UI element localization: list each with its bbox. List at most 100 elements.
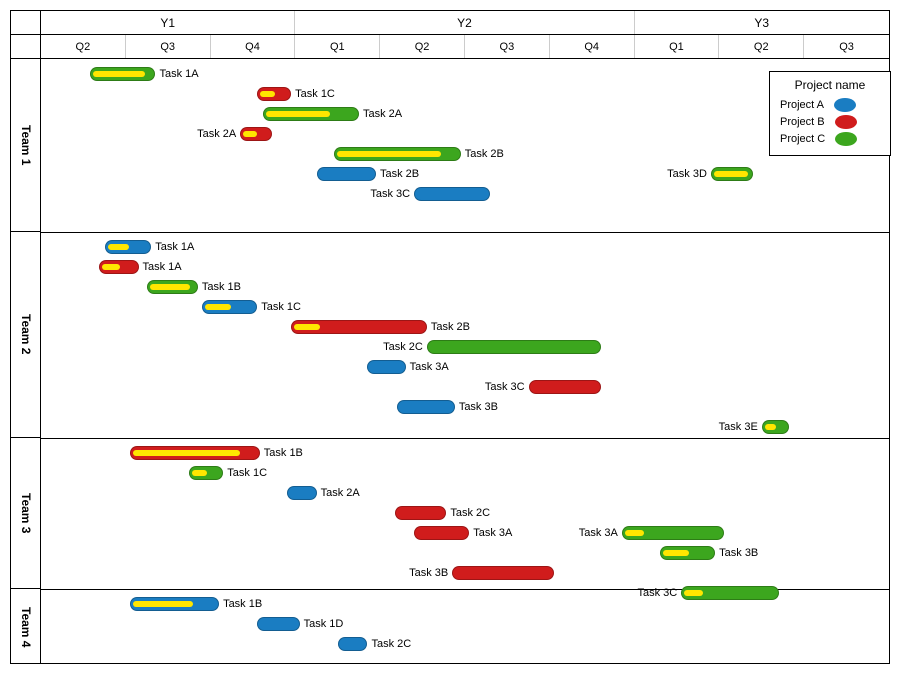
gantt-bar: Task 1C xyxy=(202,300,257,314)
bar-fill xyxy=(257,87,291,101)
quarter-cell: Q2 xyxy=(719,35,804,58)
bar-progress xyxy=(625,530,645,536)
gantt-bar: Task 3C xyxy=(414,187,490,201)
bar-fill xyxy=(334,147,461,161)
bar-fill xyxy=(414,187,490,201)
bar-fill xyxy=(367,360,405,374)
gantt-bar: Task 3D xyxy=(711,167,753,181)
quarter-cell: Q3 xyxy=(126,35,211,58)
bar-fill xyxy=(130,597,219,611)
quarter-cell: Q3 xyxy=(804,35,889,58)
bar-label: Task 1A xyxy=(155,240,194,254)
gantt-bar: Task 1A xyxy=(99,260,139,274)
quarter-cell: Q1 xyxy=(635,35,720,58)
bar-label: Task 1C xyxy=(227,466,267,480)
bar-label: Task 1D xyxy=(304,617,344,631)
bar-fill xyxy=(317,167,376,181)
bar-fill xyxy=(397,400,455,414)
gantt-bar: Task 2A xyxy=(263,107,359,121)
gantt-bar: Task 3A xyxy=(414,526,469,540)
legend-item-label: Project C xyxy=(780,133,825,145)
gantt-bar: Task 1A xyxy=(105,240,152,254)
bar-fill xyxy=(622,526,724,540)
legend-swatch xyxy=(835,115,857,129)
bar-label: Task 3C xyxy=(485,380,525,394)
bar-progress xyxy=(192,470,207,476)
bar-fill xyxy=(147,280,198,294)
bar-label: Task 2A xyxy=(321,486,360,500)
quarter-cell: Q3 xyxy=(465,35,550,58)
bar-label: Task 3E xyxy=(719,420,758,434)
bar-progress xyxy=(133,450,240,456)
year-cell: Y1 xyxy=(41,11,295,34)
header-corner xyxy=(11,11,41,34)
team-divider xyxy=(41,232,889,233)
bar-fill xyxy=(189,466,223,480)
bar-label: Task 1A xyxy=(159,67,198,81)
bar-fill xyxy=(105,240,152,254)
bar-fill xyxy=(762,420,789,434)
bar-label: Task 1C xyxy=(261,300,301,314)
bar-fill xyxy=(202,300,257,314)
team-divider xyxy=(41,438,889,439)
gantt-bar: Task 1A xyxy=(90,67,155,81)
bar-progress xyxy=(294,324,320,330)
bar-fill xyxy=(90,67,155,81)
bar-label: Task 3B xyxy=(409,566,448,580)
gantt-bar: Task 3C xyxy=(529,380,601,394)
bar-progress xyxy=(663,550,689,556)
bar-progress xyxy=(765,424,777,430)
bar-fill xyxy=(240,127,271,141)
bar-fill xyxy=(711,167,753,181)
legend-item: Project C xyxy=(780,132,880,146)
quarter-cell: Q2 xyxy=(380,35,465,58)
legend-item-label: Project A xyxy=(780,99,824,111)
bar-label: Task 2C xyxy=(371,637,411,651)
bar-label: Task 2A xyxy=(363,107,402,121)
bar-fill xyxy=(257,617,299,631)
bar-label: Task 3A xyxy=(473,526,512,540)
gantt-chart: Y1Y2Y3 Q2Q3Q4Q1Q2Q3Q4Q1Q2Q3 Team 1Team 2… xyxy=(10,10,890,664)
bar-progress xyxy=(102,264,120,270)
gantt-bar: Task 1D xyxy=(257,617,299,631)
bar-label: Task 3A xyxy=(579,526,618,540)
gantt-bar: Task 3A xyxy=(622,526,724,540)
quarter-header-row: Q2Q3Q4Q1Q2Q3Q4Q1Q2Q3 xyxy=(11,35,889,59)
gantt-bar: Task 1C xyxy=(189,466,223,480)
team-labels-column: Team 1Team 2Team 3Team 4 xyxy=(11,59,41,663)
header-corner-2 xyxy=(11,35,41,58)
quarter-cell: Q4 xyxy=(211,35,296,58)
bar-progress xyxy=(150,284,190,290)
gantt-bar: Task 3E xyxy=(762,420,789,434)
legend-swatch xyxy=(834,98,856,112)
bar-label: Task 3B xyxy=(719,546,758,560)
quarter-header: Q2Q3Q4Q1Q2Q3Q4Q1Q2Q3 xyxy=(41,35,889,58)
bar-label: Task 1B xyxy=(202,280,241,294)
gantt-bar: Task 2B xyxy=(317,167,376,181)
bar-progress xyxy=(337,151,442,157)
gantt-bar: Task 2C xyxy=(338,637,368,651)
bar-label: Task 1B xyxy=(264,446,303,460)
bar-fill xyxy=(452,566,554,580)
bar-fill xyxy=(660,546,715,560)
legend-item: Project A xyxy=(780,98,880,112)
team-label: Team 4 xyxy=(11,589,41,665)
bar-label: Task 2C xyxy=(450,506,490,520)
gantt-bar: Task 2C xyxy=(395,506,446,520)
bar-label: Task 3B xyxy=(459,400,498,414)
bar-progress xyxy=(243,131,257,137)
gantt-body: Team 1Team 2Team 3Team 4 Task 1A Task 1C T… xyxy=(11,59,889,663)
bar-fill xyxy=(414,526,469,540)
quarter-cell: Q1 xyxy=(295,35,380,58)
bar-fill xyxy=(130,446,260,460)
legend: Project name Project AProject BProject C xyxy=(769,71,891,156)
gantt-bar: Task 3B xyxy=(660,546,715,560)
gantt-bar: Task 1B xyxy=(130,597,219,611)
team-label: Team 1 xyxy=(11,59,41,232)
gantt-bar: Task 2C xyxy=(427,340,601,354)
bar-progress xyxy=(133,601,193,607)
bar-fill xyxy=(529,380,601,394)
bar-label: Task 3A xyxy=(410,360,449,374)
team-label: Team 3 xyxy=(11,438,41,590)
bar-progress xyxy=(714,171,749,177)
